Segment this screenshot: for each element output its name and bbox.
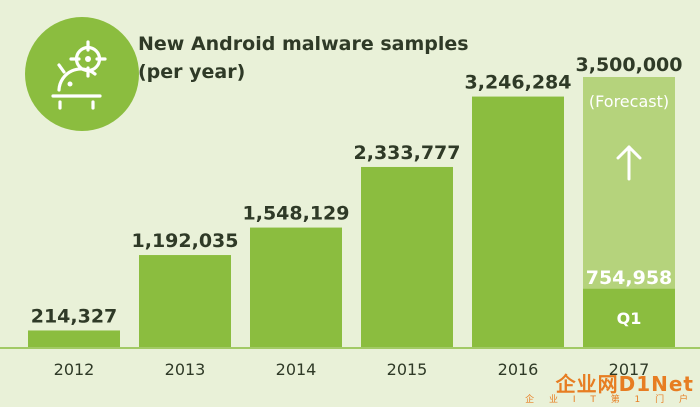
bar-value-label-2014: 1,548,129 [243,203,350,225]
x-tick-label-2017: 2017 [609,360,650,379]
watermark: 企业网D1Net 企 业 I T 第 1 门 户 [525,374,694,405]
x-tick-label-2016: 2016 [498,360,539,379]
q1-label: Q1 [617,309,642,328]
bar-value-label-2017: 754,958 [586,267,673,289]
bar-2014 [250,227,342,347]
bar-2013 [139,255,231,347]
x-tick-label-2014: 2014 [276,360,317,379]
x-tick-label-2012: 2012 [54,360,95,379]
up-arrow-icon [616,145,642,181]
bar-value-label-2012: 214,327 [31,305,118,327]
bar-2016 [472,96,564,347]
chart-title-block: New Android malware samples (per year) [138,30,469,86]
watermark-logo: 企业网D1Net [555,372,694,396]
bar-2017 [583,288,675,347]
bar-value-label-2016: 3,246,284 [465,72,572,94]
x-tick-label-2013: 2013 [165,360,206,379]
forecast-note: (Forecast) [589,92,669,111]
up-arrow-head [616,145,642,160]
watermark-tagline: 企 业 I T 第 1 门 户 [525,395,694,405]
bar-2012 [28,330,120,347]
forecast-value-label: 3,500,000 [576,54,683,76]
bar-value-label-2015: 2,333,777 [354,142,461,164]
chart-title: New Android malware samples [138,33,469,55]
x-tick-label-2015: 2015 [387,360,428,379]
bar-value-label-2013: 1,192,035 [132,230,239,252]
android-target-icon [25,17,139,131]
bar-2015 [361,166,453,347]
chart-subtitle: (per year) [138,61,246,83]
